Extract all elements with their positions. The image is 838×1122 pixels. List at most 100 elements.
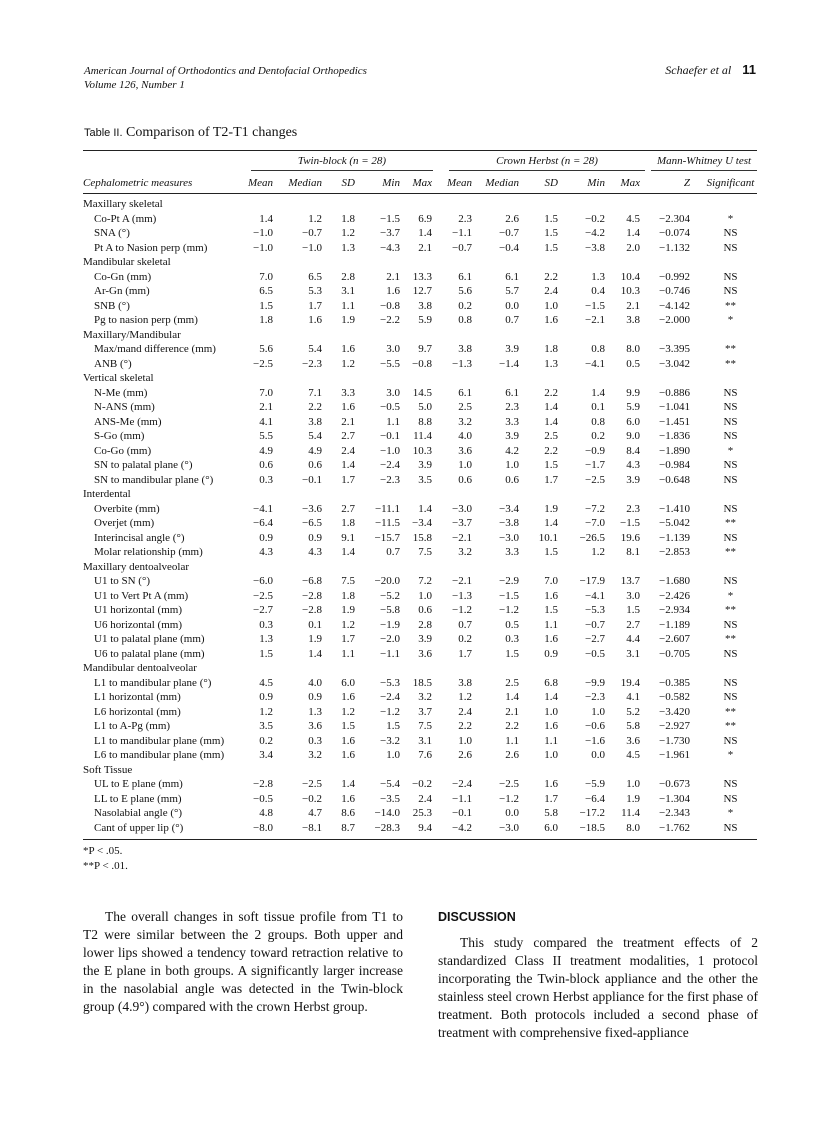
table-cell: −1.9 [380, 618, 400, 631]
table-cell: NS [723, 241, 738, 254]
table-cell: −0.8 [412, 357, 432, 370]
measure-label: Max/mand difference (mm) [94, 343, 216, 355]
table-cell: * [727, 807, 734, 819]
table-cell: 3.5 [418, 473, 432, 486]
table-row: L6 horizontal (mm) 1.2 1.3 1.2 −1.2 3.7 2.4 2.1… [83, 705, 757, 720]
table-row: Nasolabial angle (°) 4.8 4.7 8.6 −14.0 25.3 −0… [83, 806, 757, 821]
table-cell: 0.3 [505, 633, 519, 645]
table-cell: −2.4 [380, 459, 400, 471]
table-cell: 4.8 [259, 807, 273, 819]
table-cell: −0.1 [452, 807, 472, 819]
results-paragraph: The overall changes in soft tissue profi… [83, 909, 403, 1014]
table-cell: 1.3 [544, 357, 558, 370]
table-cell: −3.042 [659, 357, 690, 370]
table-row: L1 to A-Pg (mm) 3.5 3.6 1.5 1.5 7.5 2.2 2.2 1.6 −… [83, 719, 757, 734]
table-cell: −3.4 [499, 502, 519, 515]
table-row: SN to mandibular plane (°) 0.3 −0.1 1.7 −2.3… [83, 473, 757, 488]
table-cell: −3.395 [659, 343, 690, 355]
table-row: Interincisal angle (°) 0.9 0.9 9.1 −15.7 15.8… [83, 531, 757, 546]
measure-label: N-Me (mm) [94, 386, 148, 399]
table-cell: 0.9 [308, 531, 322, 544]
table-cell: NS [723, 821, 738, 834]
table-cell: −4.1 [253, 502, 273, 515]
table-cell: 1.8 [341, 589, 355, 602]
table-cell: 1.5 [341, 720, 355, 732]
table-cell: 3.1 [341, 285, 355, 297]
table-cell: −1.5 [585, 299, 605, 312]
table-cell: NS [723, 386, 738, 399]
table-cell: 1.3 [308, 705, 322, 718]
table-row: ANB (°) −2.5 −2.3 1.2 −5.5 −0.8 −1.3 −1.4 1.3 −4.… [83, 357, 757, 372]
measure-label: U1 horizontal (mm) [94, 604, 182, 616]
table-cell: 1.1 [341, 647, 355, 660]
table-cell: 1.5 [544, 546, 558, 558]
table-cell: 0.2 [259, 734, 273, 747]
table-cell: 9.9 [626, 386, 640, 399]
table-cell: −2.000 [659, 314, 690, 326]
table-cell: −0.2 [585, 212, 605, 225]
table-cell: 5.2 [626, 705, 640, 718]
table-cell: 0.6 [259, 459, 273, 471]
table-cell: 3.9 [505, 343, 519, 355]
table-row: Co-Gn (mm) 7.0 6.5 2.8 2.1 13.3 6.1 6.1 2.2 1.3 10… [83, 270, 757, 285]
table-cell: 3.8 [458, 343, 472, 355]
table-cell: −0.992 [659, 270, 690, 283]
table-row: U6 to palatal plane (mm) 1.5 1.4 1.1 −1.1 3.6… [83, 647, 757, 662]
table-cell: 5.6 [259, 343, 273, 355]
table-cell: NS [723, 618, 738, 631]
table-cell: 1.6 [544, 778, 558, 790]
table-cell: −0.648 [659, 473, 690, 486]
table-cell: −1.410 [659, 502, 690, 515]
group-header-crown-herbst: Crown Herbst (n = 28) [449, 155, 645, 171]
table-cell: −2.3 [585, 691, 605, 703]
table-cell: 3.8 [458, 676, 472, 689]
table-cell: −6.4 [585, 792, 605, 805]
table-cell: ** [725, 633, 736, 645]
table-cell: 3.9 [505, 430, 519, 442]
measure-label: Cant of upper lip (°) [94, 821, 184, 834]
table-caption: Table II. Comparison of T2-T1 changes [84, 125, 297, 141]
table-cell: −0.7 [499, 227, 519, 239]
table-cell: −7.2 [585, 502, 605, 515]
table-row: U1 to palatal plane (mm) 1.3 1.9 1.7 −2.0 3.9… [83, 632, 757, 647]
table-cell: −1.890 [659, 444, 690, 457]
table-cell: 1.3 [259, 633, 273, 645]
table-cell: −1.5 [380, 212, 400, 225]
table-cell: 2.4 [458, 705, 472, 718]
table-cell: −28.3 [374, 821, 400, 834]
table-cell: −2.3 [380, 473, 400, 486]
table-cell: NS [723, 459, 738, 471]
table-cell: 10.3 [412, 444, 432, 457]
table-cell: 5.5 [259, 430, 273, 442]
table-cell: −1.1 [380, 647, 400, 660]
table-cell: 9.0 [626, 430, 640, 442]
table-cell: −0.1 [302, 473, 322, 486]
table-cell: 1.5 [386, 720, 400, 732]
table-cell: 1.0 [626, 778, 640, 790]
table-cell: 4.3 [259, 546, 273, 558]
table-cell: −2.426 [659, 589, 690, 602]
table-cell: 3.0 [626, 589, 640, 602]
table-cell: −0.4 [499, 241, 519, 254]
discussion-paragraph: This study compared the treatment effect… [438, 935, 758, 1040]
table-cell: 1.5 [259, 647, 273, 660]
table-cell: NS [723, 430, 738, 442]
table-body: Maxillary skeletal Co-Pt A (mm) 1.4 1.2 1.8 −… [83, 197, 757, 835]
table-cell: 4.5 [626, 749, 640, 761]
table-cell: 3.4 [259, 749, 273, 761]
table-cell: 9.7 [418, 343, 432, 355]
table-cell: −6.0 [253, 575, 273, 587]
table-cell: ** [725, 517, 736, 529]
column-header: Z [683, 177, 690, 189]
table-row: SNA (°) −1.0 −0.7 1.2 −3.7 1.4 −1.1 −0.7 1.5 −4.2… [83, 226, 757, 241]
table-cell: −0.7 [302, 227, 322, 239]
table-cell: 3.8 [308, 415, 322, 428]
table-cell: 0.8 [591, 343, 605, 355]
table-row: Co-Pt A (mm) 1.4 1.2 1.8 −1.5 6.9 2.3 2.6 1.5 −0.… [83, 212, 757, 227]
table-cell: 2.6 [505, 212, 519, 225]
table-cell: 1.4 [341, 546, 355, 558]
table-cell: 2.5 [458, 401, 472, 413]
table-cell: −1.730 [659, 734, 690, 747]
table-cell: −2.927 [659, 720, 690, 732]
table-cell: 1.5 [626, 604, 640, 616]
